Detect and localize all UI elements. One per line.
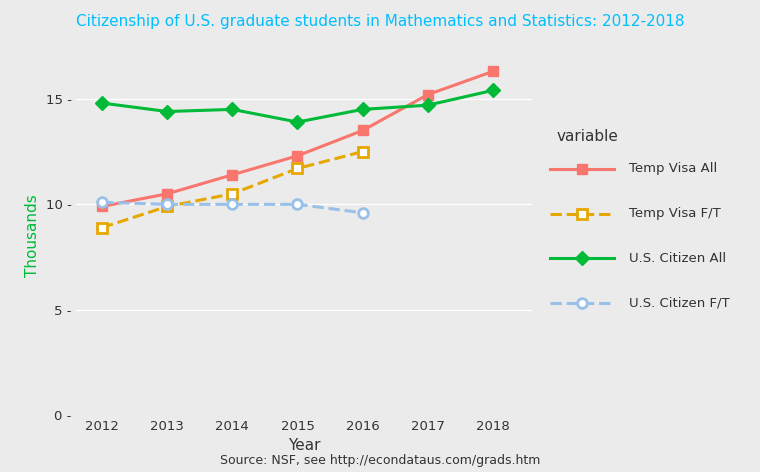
Text: Temp Visa F/T: Temp Visa F/T xyxy=(629,207,720,220)
Text: Source: NSF, see http://econdataus.com/grads.htm: Source: NSF, see http://econdataus.com/g… xyxy=(220,454,540,467)
X-axis label: Year: Year xyxy=(288,438,320,453)
Text: Temp Visa All: Temp Visa All xyxy=(629,162,717,176)
Text: U.S. Citizen F/T: U.S. Citizen F/T xyxy=(629,296,730,309)
Y-axis label: Thousands: Thousands xyxy=(25,194,40,278)
Text: U.S. Citizen All: U.S. Citizen All xyxy=(629,252,726,265)
Text: Citizenship of U.S. graduate students in Mathematics and Statistics: 2012-2018: Citizenship of U.S. graduate students in… xyxy=(76,14,684,29)
Text: variable: variable xyxy=(556,128,619,143)
